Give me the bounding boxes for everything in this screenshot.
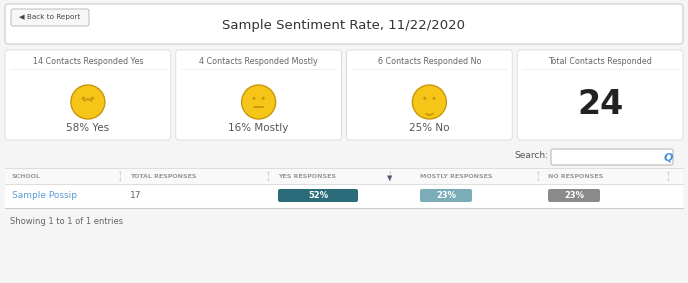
Text: 58% Yes: 58% Yes [66, 123, 109, 133]
Text: ▼: ▼ [387, 175, 393, 181]
Text: ↑: ↑ [536, 171, 540, 177]
Text: ↓: ↓ [266, 177, 270, 181]
Text: ↓: ↓ [118, 177, 122, 181]
Circle shape [261, 97, 265, 100]
Text: ◀ Back to Report: ◀ Back to Report [19, 14, 80, 20]
Text: Showing 1 to 1 of 1 entries: Showing 1 to 1 of 1 entries [10, 216, 123, 226]
Text: ↑: ↑ [387, 171, 392, 177]
Text: 4 Contacts Responded Mostly: 4 Contacts Responded Mostly [200, 57, 318, 65]
Text: Sample Possip: Sample Possip [12, 192, 77, 200]
Text: ↓: ↓ [536, 177, 540, 181]
Text: Search:: Search: [514, 151, 548, 160]
Bar [5, 184, 683, 208]
FancyBboxPatch shape [420, 189, 472, 202]
Circle shape [241, 85, 276, 119]
Circle shape [91, 97, 94, 100]
Circle shape [412, 85, 447, 119]
Text: SCHOOL: SCHOOL [12, 173, 41, 179]
Text: ↑: ↑ [266, 171, 270, 177]
Text: YES RESPONSES: YES RESPONSES [278, 173, 336, 179]
Text: MOSTLY RESPONSES: MOSTLY RESPONSES [420, 173, 493, 179]
Text: Sample Sentiment Rate, 11/22/2020: Sample Sentiment Rate, 11/22/2020 [222, 20, 466, 33]
Text: ↓: ↓ [666, 177, 670, 181]
Text: NO RESPONSES: NO RESPONSES [548, 173, 603, 179]
FancyBboxPatch shape [278, 189, 358, 202]
Text: ↑: ↑ [666, 171, 670, 177]
Text: 23%: 23% [436, 191, 456, 200]
Bar [5, 168, 683, 184]
Text: 6 Contacts Responded No: 6 Contacts Responded No [378, 57, 481, 65]
Circle shape [423, 97, 427, 100]
Circle shape [433, 97, 436, 100]
Text: 52%: 52% [308, 191, 328, 200]
Text: ↑: ↑ [118, 171, 122, 177]
Text: 16% Mostly: 16% Mostly [228, 123, 289, 133]
Circle shape [71, 85, 105, 119]
FancyBboxPatch shape [548, 189, 600, 202]
FancyBboxPatch shape [5, 50, 171, 140]
Text: ↓: ↓ [387, 177, 392, 181]
Text: 25% No: 25% No [409, 123, 450, 133]
Circle shape [82, 97, 85, 100]
Text: Total Contacts Responded: Total Contacts Responded [548, 57, 652, 65]
FancyBboxPatch shape [517, 50, 683, 140]
Circle shape [252, 97, 255, 100]
Text: TOTAL RESPONSES: TOTAL RESPONSES [130, 173, 197, 179]
Text: 14 Contacts Responded Yes: 14 Contacts Responded Yes [32, 57, 143, 65]
FancyBboxPatch shape [551, 149, 673, 165]
Text: Q: Q [663, 152, 673, 162]
Text: 17: 17 [130, 192, 142, 200]
FancyBboxPatch shape [5, 4, 683, 44]
Text: 23%: 23% [564, 191, 584, 200]
FancyBboxPatch shape [11, 9, 89, 26]
FancyBboxPatch shape [347, 50, 513, 140]
FancyBboxPatch shape [175, 50, 341, 140]
Text: 24: 24 [577, 89, 623, 121]
